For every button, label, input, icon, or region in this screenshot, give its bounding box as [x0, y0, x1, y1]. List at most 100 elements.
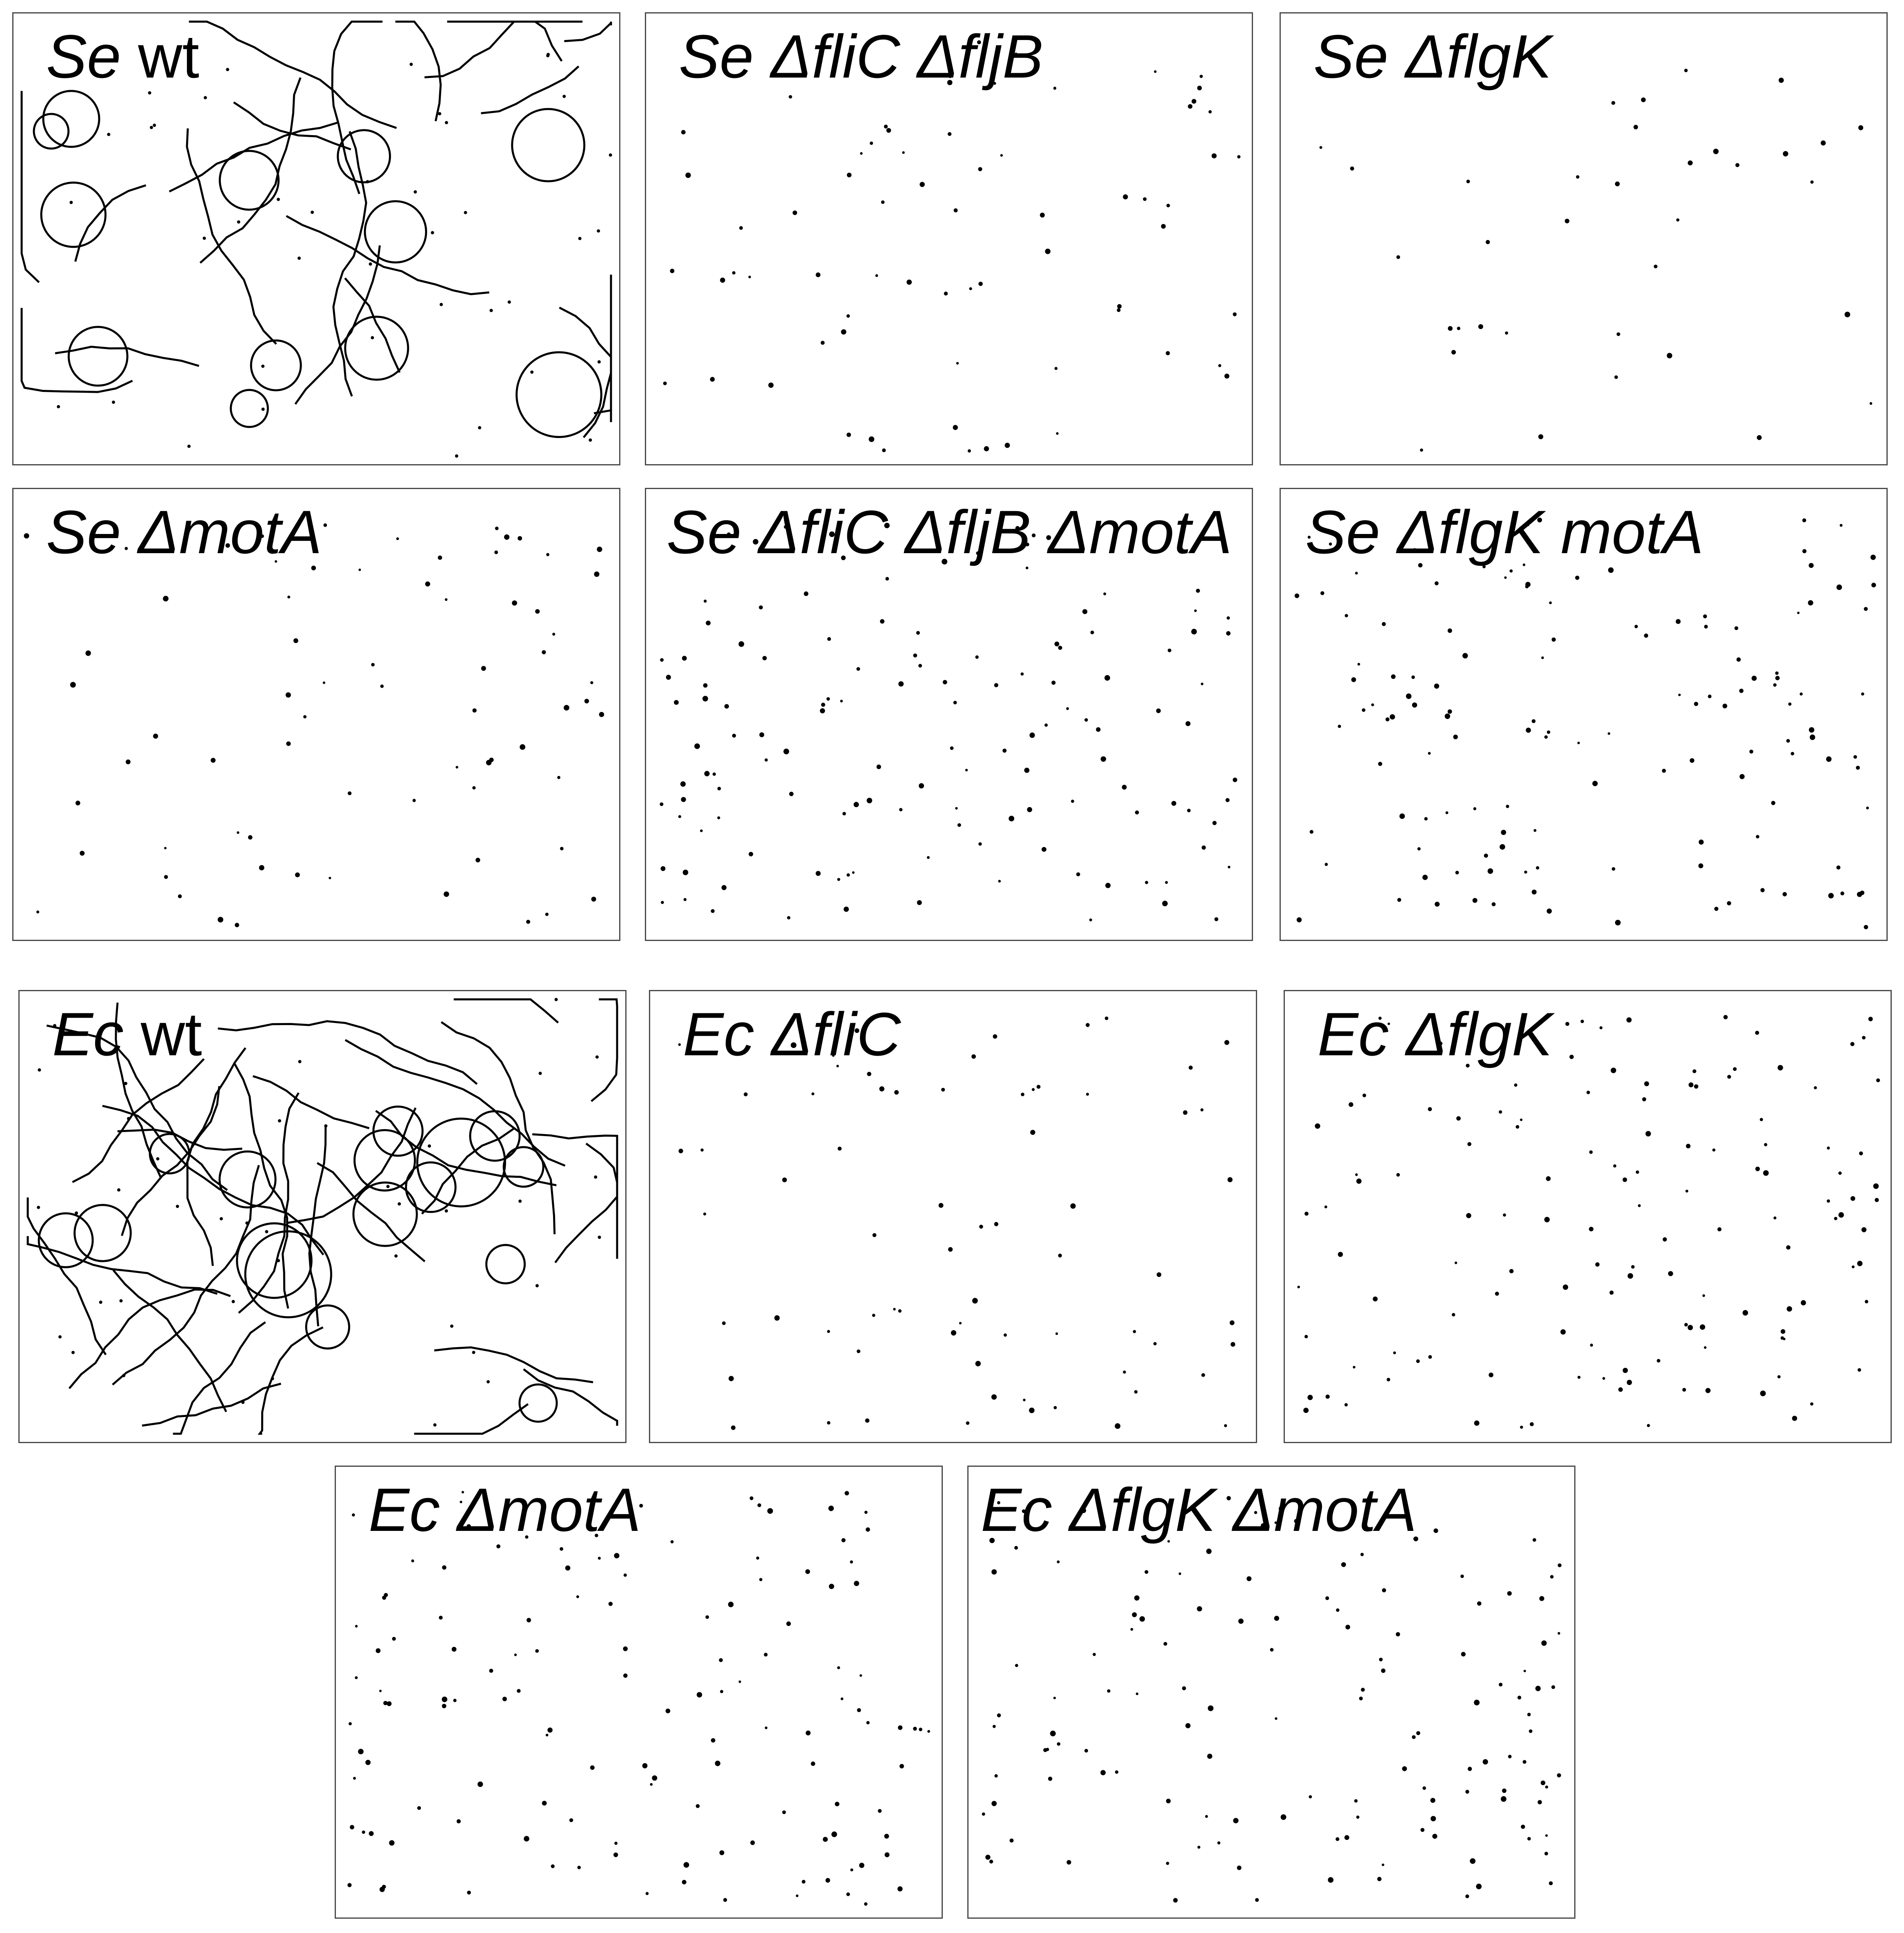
dot [1448, 326, 1453, 331]
dot [1644, 633, 1649, 638]
dot [815, 871, 821, 876]
dot [1344, 1835, 1349, 1840]
dot [1486, 240, 1490, 245]
dot [1474, 1699, 1480, 1706]
dot [1100, 1770, 1106, 1775]
dot [1004, 443, 1010, 448]
dot [759, 732, 764, 737]
dot [1871, 583, 1876, 587]
trace-group [347, 1491, 930, 1906]
dot [438, 555, 442, 560]
dot [211, 758, 216, 763]
dot [1144, 1570, 1149, 1574]
dot [717, 787, 721, 790]
dot [831, 1831, 837, 1837]
dot [1474, 1420, 1480, 1426]
dot [1229, 1320, 1235, 1326]
dot [1782, 892, 1787, 896]
dot [1053, 1406, 1057, 1410]
dot [1227, 1177, 1233, 1182]
dot [1315, 1123, 1320, 1129]
dot [1036, 1085, 1041, 1089]
dot [1546, 908, 1552, 914]
dot [685, 172, 691, 178]
dot [1084, 718, 1088, 722]
dot [1004, 1333, 1007, 1337]
dot [1337, 725, 1341, 728]
dot [163, 596, 169, 602]
dot [389, 1840, 395, 1846]
dot [576, 1595, 579, 1598]
dot [1668, 1271, 1673, 1276]
dot [475, 858, 480, 863]
dot [938, 1203, 944, 1208]
dot [749, 852, 753, 856]
dot [1739, 689, 1744, 693]
dot [1466, 180, 1470, 183]
dot [1850, 1196, 1855, 1201]
dot [1345, 1624, 1350, 1630]
swim-track [218, 1020, 478, 1085]
dot [1520, 1118, 1523, 1121]
dot [1468, 1766, 1472, 1771]
dot [597, 229, 600, 233]
dot [1406, 693, 1412, 699]
dot [739, 226, 743, 230]
dot [1576, 175, 1580, 179]
dot [1096, 727, 1101, 732]
dot [1040, 212, 1045, 218]
dot [1045, 249, 1051, 254]
dot [1029, 732, 1035, 738]
dot [1757, 435, 1762, 440]
swim-track [286, 215, 489, 296]
dot [650, 1783, 653, 1786]
dot [1237, 1865, 1242, 1870]
dot [202, 236, 206, 240]
swim-track [46, 1024, 228, 1191]
dot [1541, 656, 1544, 659]
genotype-label: ΔflgK [1406, 1000, 1553, 1068]
dot [993, 1034, 998, 1039]
dot [1733, 1067, 1737, 1071]
dot [880, 619, 884, 624]
dot [535, 1284, 539, 1288]
dot [1294, 1519, 1298, 1524]
dot [764, 1653, 768, 1657]
dot [1309, 830, 1313, 834]
swim-track [27, 1197, 107, 1355]
dot [1058, 645, 1062, 650]
dot [1228, 865, 1231, 869]
dot [1014, 1546, 1018, 1550]
dot [670, 269, 675, 274]
dot [554, 998, 558, 1001]
dot [898, 681, 904, 687]
dot [811, 1761, 815, 1766]
dot [820, 340, 825, 345]
dot [1868, 1017, 1873, 1021]
dot [884, 523, 890, 528]
dot [565, 1565, 571, 1571]
dot [1714, 907, 1719, 911]
dot [1084, 1749, 1088, 1753]
dot [1777, 1375, 1781, 1379]
dot [1103, 592, 1106, 596]
trace-group [24, 523, 604, 928]
dot [502, 1697, 507, 1702]
dot [1274, 1615, 1280, 1621]
dot [840, 1697, 844, 1700]
dot [1344, 1403, 1348, 1407]
dot [1531, 719, 1536, 723]
dot [1187, 809, 1191, 812]
dot [997, 1501, 1000, 1504]
dot [1527, 1713, 1531, 1717]
dot [456, 1819, 461, 1824]
dot [526, 920, 531, 924]
swim-track [424, 20, 583, 78]
dot [836, 1065, 839, 1068]
dot [1356, 1815, 1360, 1819]
dot [885, 577, 889, 581]
swim-track [186, 1047, 247, 1266]
dot [1546, 730, 1551, 734]
dot [768, 383, 774, 388]
dot [783, 748, 789, 754]
